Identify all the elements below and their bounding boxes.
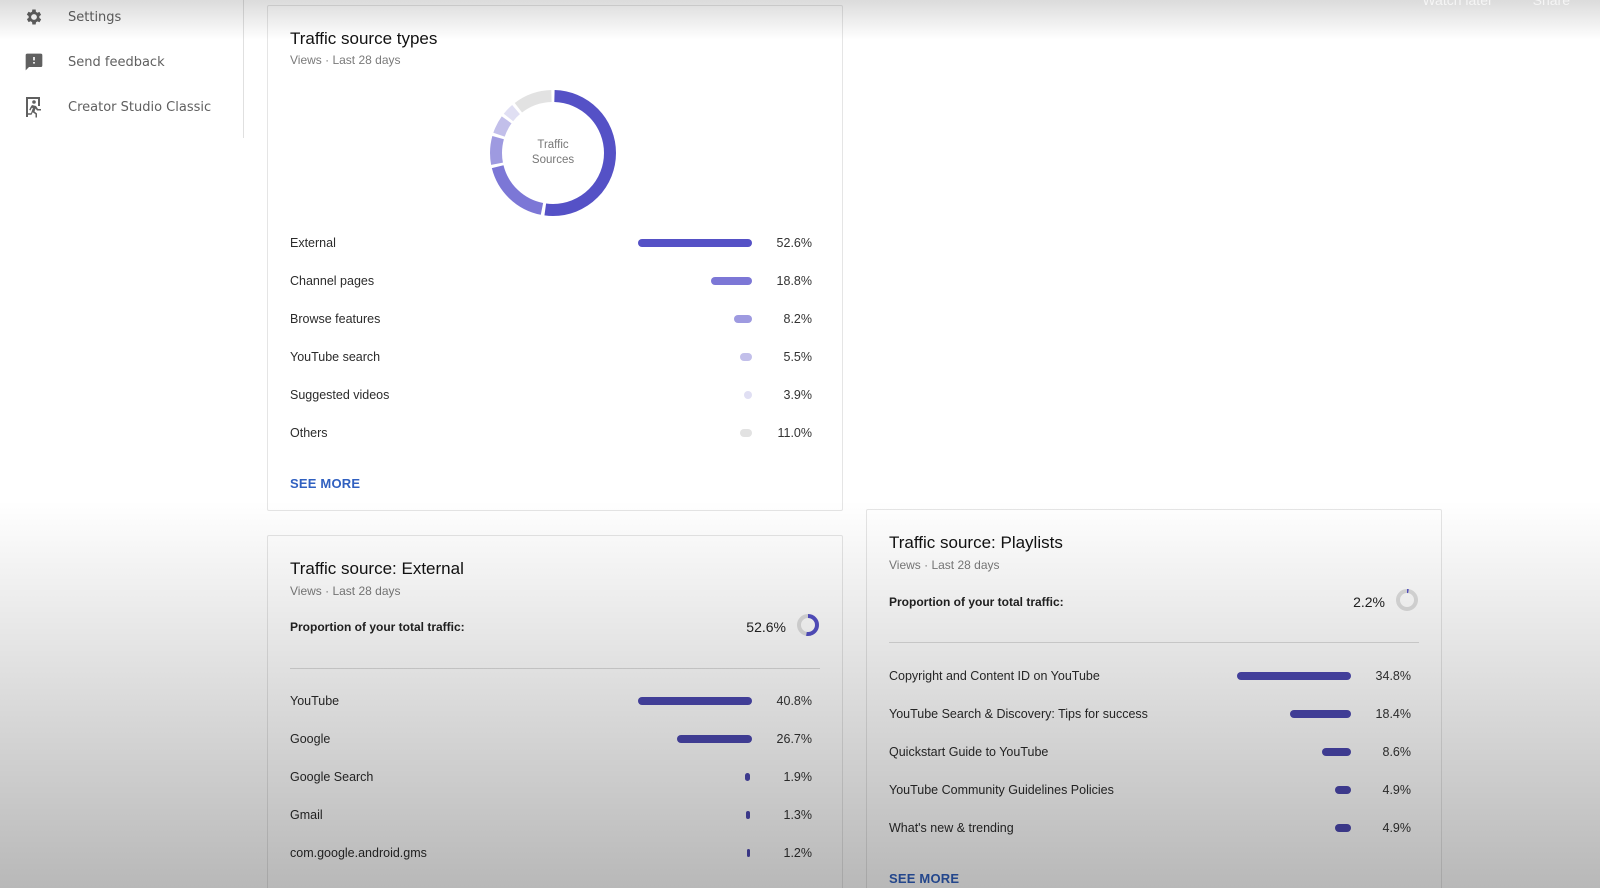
proportion-donut-icon: [796, 613, 820, 642]
card-subtitle: Views · Last 28 days: [889, 558, 1000, 572]
proportion-donut-icon: [1395, 588, 1419, 617]
proportion-row: Proportion of your total traffic: 52.6%: [290, 612, 820, 642]
bar: [638, 239, 752, 247]
feedback-icon: [24, 52, 44, 72]
card-subtitle: Views · Last 28 days: [290, 584, 401, 598]
bar: [1237, 672, 1351, 680]
divider: [889, 642, 1419, 643]
bar: [677, 735, 752, 743]
list-item[interactable]: YouTube search 5.5%: [290, 350, 812, 364]
bar: [1335, 786, 1351, 794]
list-item[interactable]: Google Search 1.9%: [290, 770, 812, 784]
bar: [734, 315, 752, 323]
card-subtitle: Views · Last 28 days: [290, 53, 401, 67]
share-label[interactable]: Share: [1532, 0, 1570, 8]
exit-icon: [24, 97, 44, 118]
list-item[interactable]: Google 26.7%: [290, 732, 812, 746]
list-item[interactable]: Copyright and Content ID on YouTube 34.8…: [889, 669, 1411, 683]
bar: [638, 697, 752, 705]
see-more-link[interactable]: SEE MORE: [889, 871, 960, 886]
card-title: Traffic source: Playlists: [889, 533, 1063, 552]
see-more-link[interactable]: SEE MORE: [290, 476, 361, 491]
sidebar-item-label: Settings: [68, 9, 122, 25]
list-item[interactable]: Others 11.0%: [290, 426, 812, 440]
list-item[interactable]: What's new & trending 4.9%: [889, 821, 1411, 835]
sidebar-item-label: Creator Studio Classic: [68, 99, 212, 115]
watch-later-label[interactable]: Watch later: [1422, 0, 1493, 8]
bar: [745, 773, 750, 781]
traffic-sources-donut[interactable]: Traffic Sources: [489, 89, 617, 217]
list-item[interactable]: YouTube Search & Discovery: Tips for suc…: [889, 707, 1411, 721]
bar: [740, 353, 752, 361]
list-item[interactable]: External 52.6%: [290, 236, 812, 250]
traffic-source-external-card: Traffic source: External Views · Last 28…: [267, 535, 843, 888]
list-item[interactable]: Browse features 8.2%: [290, 312, 812, 326]
list-item[interactable]: Channel pages 18.8%: [290, 274, 812, 288]
divider: [290, 668, 820, 669]
sidebar-item-label: Send feedback: [68, 54, 165, 70]
bar: [711, 277, 752, 285]
bar: [746, 811, 750, 819]
gear-icon: [24, 7, 44, 27]
bar: [740, 429, 752, 437]
list-item[interactable]: com.google.android.gms 1.2%: [290, 846, 812, 860]
bar: [747, 849, 750, 857]
sidebar: Settings Send feedback Creator Studio Cl…: [0, 0, 244, 138]
card-title: Traffic source types: [290, 29, 438, 48]
donut-center-label: Traffic Sources: [531, 139, 575, 166]
traffic-source-types-card: Traffic source types Views · Last 28 day…: [267, 5, 843, 511]
sidebar-item-send-feedback[interactable]: Send feedback: [0, 42, 240, 82]
traffic-source-playlists-card: Traffic source: Playlists Views · Last 2…: [866, 509, 1442, 888]
proportion-row: Proportion of your total traffic: 2.2%: [889, 587, 1419, 617]
card-title: Traffic source: External: [290, 559, 464, 578]
list-item[interactable]: Suggested videos 3.9%: [290, 388, 812, 402]
video-overlay-actions: Watch later Share: [1422, 0, 1570, 8]
bar: [1335, 824, 1351, 832]
sidebar-item-settings[interactable]: Settings: [0, 0, 240, 37]
bar: [1322, 748, 1351, 756]
list-item[interactable]: Quickstart Guide to YouTube 8.6%: [889, 745, 1411, 759]
list-item[interactable]: YouTube 40.8%: [290, 694, 812, 708]
bar: [1290, 710, 1351, 718]
sidebar-item-creator-studio-classic[interactable]: Creator Studio Classic: [0, 87, 240, 127]
bar: [744, 391, 752, 399]
list-item[interactable]: YouTube Community Guidelines Policies 4.…: [889, 783, 1411, 797]
list-item[interactable]: Gmail 1.3%: [290, 808, 812, 822]
